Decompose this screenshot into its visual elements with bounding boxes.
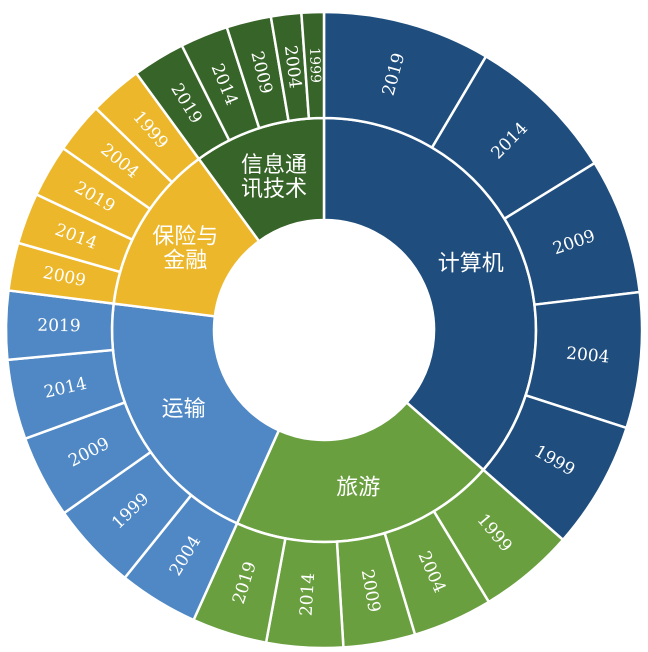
year-label-c2-2019: 2019 — [37, 316, 81, 337]
category-label-line: 旅游 — [336, 475, 380, 500]
category-label-line: 计算机 — [438, 251, 504, 276]
year-label-c0-2004: 2004 — [565, 344, 610, 368]
year-label-c1-2014: 2014 — [296, 572, 319, 616]
category-label-c1: 旅游 — [336, 475, 380, 500]
outer-ring — [4, 10, 644, 650]
center-hole — [214, 220, 434, 440]
category-label-c4: 信息通讯技术 — [241, 153, 307, 202]
category-label-line: 运输 — [162, 396, 206, 421]
category-label-c3: 保险与金融 — [152, 224, 218, 273]
category-label-line: 讯技术 — [241, 177, 307, 202]
year-segment-c4-1999 — [300, 10, 326, 120]
category-label-line: 保险与 — [152, 224, 218, 249]
year-label-c4-1999: 1999 — [306, 47, 323, 83]
category-label-line: 金融 — [163, 248, 207, 273]
category-label-c0: 计算机 — [438, 251, 504, 276]
category-label-c2: 运输 — [162, 396, 206, 421]
category-label-line: 信息通 — [241, 153, 307, 178]
